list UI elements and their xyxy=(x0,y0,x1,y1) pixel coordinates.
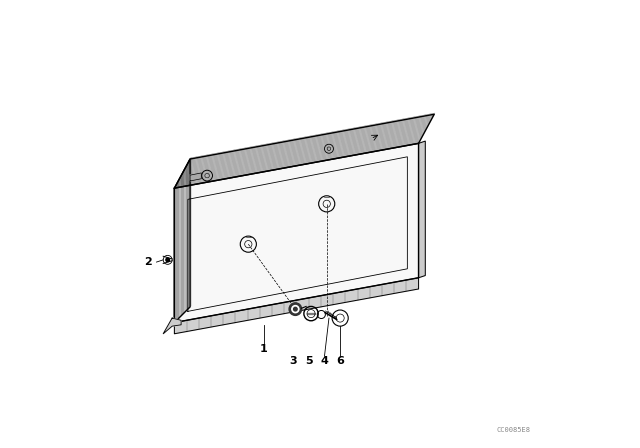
Text: 2: 2 xyxy=(143,257,152,267)
Polygon shape xyxy=(174,143,419,323)
Circle shape xyxy=(166,258,170,262)
Polygon shape xyxy=(190,173,202,181)
Circle shape xyxy=(292,306,299,313)
Text: 6: 6 xyxy=(336,356,344,366)
Polygon shape xyxy=(419,141,425,278)
Polygon shape xyxy=(163,318,181,334)
Text: CC0085E8: CC0085E8 xyxy=(497,427,531,433)
Text: 5: 5 xyxy=(305,356,312,366)
Polygon shape xyxy=(174,159,190,323)
Text: 1: 1 xyxy=(260,345,268,354)
Polygon shape xyxy=(307,313,315,314)
Text: 3: 3 xyxy=(289,356,297,366)
Polygon shape xyxy=(174,114,435,188)
Circle shape xyxy=(294,307,297,311)
Polygon shape xyxy=(174,278,419,334)
Circle shape xyxy=(289,303,301,315)
Text: 4: 4 xyxy=(321,356,328,366)
